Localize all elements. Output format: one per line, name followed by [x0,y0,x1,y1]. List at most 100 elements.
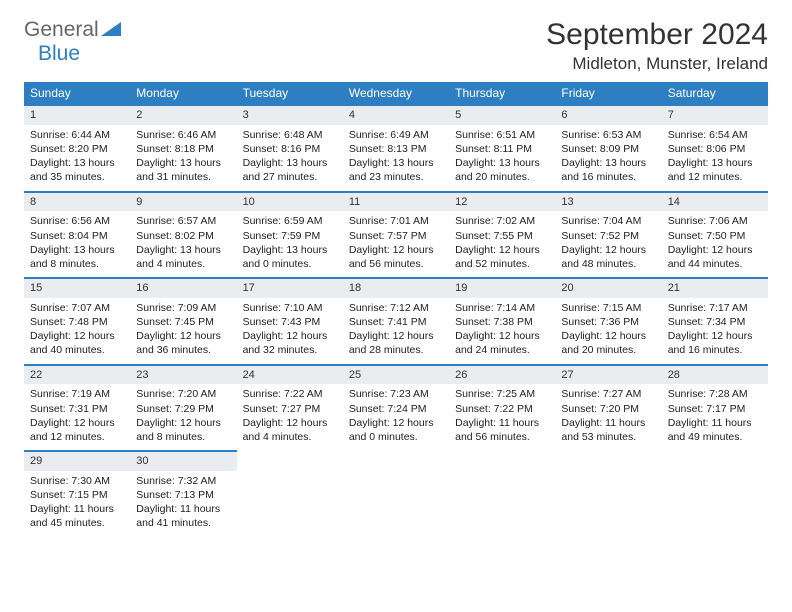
calendar-week-row: 8Sunrise: 6:56 AMSunset: 8:04 PMDaylight… [24,192,768,279]
day-number: 28 [662,366,768,385]
sunset-line: Sunset: 8:09 PM [561,142,655,156]
sunrise-line: Sunrise: 6:54 AM [668,128,762,142]
calendar-day-cell: 20Sunrise: 7:15 AMSunset: 7:36 PMDayligh… [555,278,661,365]
sunset-line: Sunset: 7:22 PM [455,402,549,416]
day-details: Sunrise: 7:22 AMSunset: 7:27 PMDaylight:… [237,384,343,450]
day-details: Sunrise: 7:02 AMSunset: 7:55 PMDaylight:… [449,211,555,277]
col-sunday: Sunday [24,82,130,105]
calendar-day-cell [449,451,555,537]
sunrise-line: Sunrise: 6:59 AM [243,214,337,228]
day-number: 25 [343,366,449,385]
daylight-line: Daylight: 13 hours and 23 minutes. [349,156,443,184]
sunrise-line: Sunrise: 7:28 AM [668,387,762,401]
calendar-day-cell [343,451,449,537]
calendar-day-cell: 6Sunrise: 6:53 AMSunset: 8:09 PMDaylight… [555,105,661,192]
day-details: Sunrise: 7:27 AMSunset: 7:20 PMDaylight:… [555,384,661,450]
sunrise-line: Sunrise: 7:07 AM [30,301,124,315]
calendar-day-cell: 1Sunrise: 6:44 AMSunset: 8:20 PMDaylight… [24,105,130,192]
day-details: Sunrise: 6:46 AMSunset: 8:18 PMDaylight:… [130,125,236,191]
day-number: 16 [130,279,236,298]
calendar-day-cell: 15Sunrise: 7:07 AMSunset: 7:48 PMDayligh… [24,278,130,365]
day-number: 12 [449,193,555,212]
sunrise-line: Sunrise: 7:17 AM [668,301,762,315]
sunset-line: Sunset: 7:36 PM [561,315,655,329]
calendar-day-cell: 21Sunrise: 7:17 AMSunset: 7:34 PMDayligh… [662,278,768,365]
calendar-day-cell [237,451,343,537]
sunset-line: Sunset: 8:11 PM [455,142,549,156]
daylight-line: Daylight: 12 hours and 40 minutes. [30,329,124,357]
daylight-line: Daylight: 11 hours and 49 minutes. [668,416,762,444]
daylight-line: Daylight: 12 hours and 12 minutes. [30,416,124,444]
sunset-line: Sunset: 7:24 PM [349,402,443,416]
daylight-line: Daylight: 13 hours and 12 minutes. [668,156,762,184]
daylight-line: Daylight: 13 hours and 20 minutes. [455,156,549,184]
calendar-day-cell: 29Sunrise: 7:30 AMSunset: 7:15 PMDayligh… [24,451,130,537]
day-number: 22 [24,366,130,385]
day-details: Sunrise: 7:04 AMSunset: 7:52 PMDaylight:… [555,211,661,277]
sunset-line: Sunset: 7:50 PM [668,229,762,243]
day-number: 30 [130,452,236,471]
title-block: September 2024 Midleton, Munster, Irelan… [546,18,768,74]
calendar-day-cell: 17Sunrise: 7:10 AMSunset: 7:43 PMDayligh… [237,278,343,365]
sunrise-line: Sunrise: 7:30 AM [30,474,124,488]
day-number: 21 [662,279,768,298]
sunrise-line: Sunrise: 6:56 AM [30,214,124,228]
day-details: Sunrise: 7:10 AMSunset: 7:43 PMDaylight:… [237,298,343,364]
calendar-day-cell: 28Sunrise: 7:28 AMSunset: 7:17 PMDayligh… [662,365,768,452]
sunrise-line: Sunrise: 7:06 AM [668,214,762,228]
sunset-line: Sunset: 7:27 PM [243,402,337,416]
brand-word-2: Blue [38,42,80,66]
calendar-week-row: 22Sunrise: 7:19 AMSunset: 7:31 PMDayligh… [24,365,768,452]
daylight-line: Daylight: 13 hours and 27 minutes. [243,156,337,184]
daylight-line: Daylight: 13 hours and 31 minutes. [136,156,230,184]
month-title: September 2024 [546,18,768,52]
calendar-day-cell: 23Sunrise: 7:20 AMSunset: 7:29 PMDayligh… [130,365,236,452]
location-subtitle: Midleton, Munster, Ireland [546,54,768,74]
daylight-line: Daylight: 12 hours and 24 minutes. [455,329,549,357]
calendar-day-cell: 4 Sunrise: 6:49 AMSunset: 8:13 PMDaylight… [343,105,449,192]
daylight-line: Daylight: 12 hours and 56 minutes. [349,243,443,271]
calendar-day-cell: 11Sunrise: 7:01 AMSunset: 7:57 PMDayligh… [343,192,449,279]
brand-triangle-icon [101,18,121,42]
day-number: 26 [449,366,555,385]
day-details: Sunrise: 7:17 AMSunset: 7:34 PMDaylight:… [662,298,768,364]
day-details: Sunrise: 7:19 AMSunset: 7:31 PMDaylight:… [24,384,130,450]
day-number: 10 [237,193,343,212]
sunset-line: Sunset: 7:55 PM [455,229,549,243]
sunrise-line: Sunrise: 7:20 AM [136,387,230,401]
daylight-line: Daylight: 12 hours and 8 minutes. [136,416,230,444]
day-number: 17 [237,279,343,298]
col-monday: Monday [130,82,236,105]
calendar-day-cell: 2Sunrise: 6:46 AMSunset: 8:18 PMDaylight… [130,105,236,192]
sunrise-line: Sunrise: 6:57 AM [136,214,230,228]
day-number: 14 [662,193,768,212]
calendar-day-cell: 5Sunrise: 6:51 AMSunset: 8:11 PMDaylight… [449,105,555,192]
day-details: Sunrise: 6:48 AMSunset: 8:16 PMDaylight:… [237,125,343,191]
calendar-day-cell [662,451,768,537]
day-number: 20 [555,279,661,298]
sunrise-line: Sunrise: 7:25 AM [455,387,549,401]
day-details: Sunrise: 7:07 AMSunset: 7:48 PMDaylight:… [24,298,130,364]
daylight-line: Daylight: 11 hours and 45 minutes. [30,502,124,530]
sunset-line: Sunset: 7:48 PM [30,315,124,329]
sunrise-line: Sunrise: 7:32 AM [136,474,230,488]
sunset-line: Sunset: 8:18 PM [136,142,230,156]
sunset-line: Sunset: 8:13 PM [349,142,443,156]
calendar-week-row: 15Sunrise: 7:07 AMSunset: 7:48 PMDayligh… [24,278,768,365]
day-details: Sunrise: 7:12 AMSunset: 7:41 PMDaylight:… [343,298,449,364]
sunrise-line: Sunrise: 7:01 AM [349,214,443,228]
day-number: 8 [24,193,130,212]
daylight-line: Daylight: 13 hours and 8 minutes. [30,243,124,271]
sunset-line: Sunset: 7:20 PM [561,402,655,416]
sunrise-line: Sunrise: 7:27 AM [561,387,655,401]
sunset-line: Sunset: 8:04 PM [30,229,124,243]
sunrise-line: Sunrise: 7:19 AM [30,387,124,401]
sunrise-line: Sunrise: 6:49 AM [349,128,443,142]
sunset-line: Sunset: 8:02 PM [136,229,230,243]
day-number: 4 [343,106,449,125]
sunset-line: Sunset: 7:43 PM [243,315,337,329]
day-number: 13 [555,193,661,212]
calendar-day-cell: 10Sunrise: 6:59 AMSunset: 7:59 PMDayligh… [237,192,343,279]
sunset-line: Sunset: 7:34 PM [668,315,762,329]
calendar-day-cell: 24Sunrise: 7:22 AMSunset: 7:27 PMDayligh… [237,365,343,452]
